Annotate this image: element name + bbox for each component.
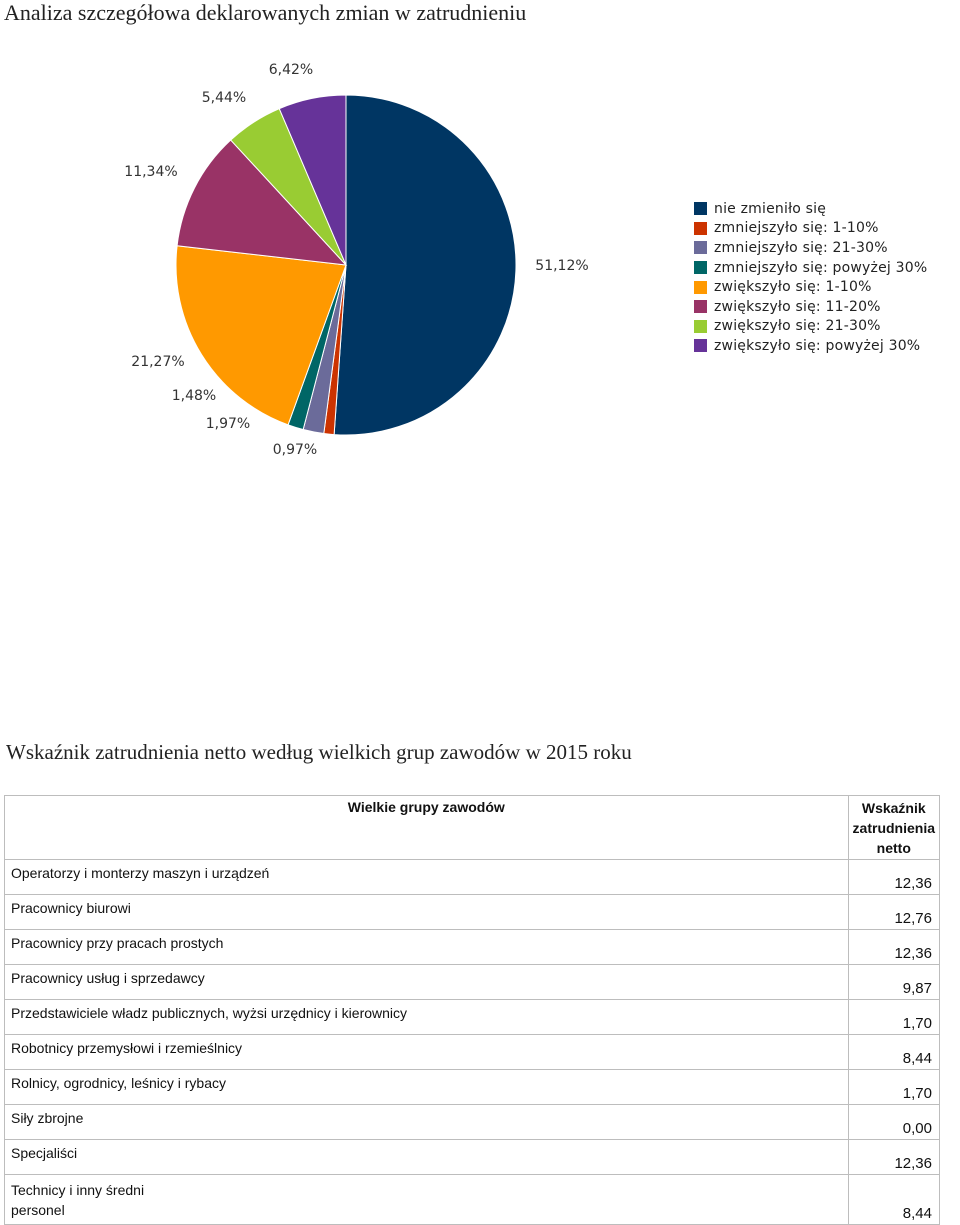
net-employment-index-cell: 12,76	[847, 894, 941, 930]
net-employment-index-cell: 1,70	[847, 1069, 941, 1105]
occupation-group-cell: Operatorzy i monterzy maszyn i urządzeń	[4, 859, 849, 895]
legend-label: zmniejszyło się: 21-30%	[714, 239, 888, 256]
occupation-group-cell: Pracownicy usług i sprzedawcy	[4, 964, 849, 1000]
page-title: Analiza szczegółowa deklarowanych zmian …	[4, 0, 527, 25]
net-employment-index-cell: 12,36	[847, 1139, 941, 1175]
occupation-group-cell: Przedstawiciele władz publicznych, wyżsi…	[4, 999, 849, 1035]
legend-label: zwiększyło się: powyżej 30%	[714, 337, 921, 354]
legend-swatch	[694, 339, 707, 353]
legend-swatch	[694, 261, 707, 275]
legend-label: zmniejszyło się: 1-10%	[714, 220, 879, 237]
legend-item-5: zwiększyło się: 11-20%	[694, 297, 927, 317]
net-employment-index-cell: 8,44	[847, 1174, 941, 1225]
legend-label: nie zmieniło się	[714, 200, 827, 217]
pie-slice-label-1: 0,97%	[273, 442, 317, 458]
chart-legend: nie zmieniło się zmniejszyło się: 1-10% zm…	[694, 199, 927, 356]
legend-item-4: zwiększyło się: 1-10%	[694, 277, 927, 297]
legend-swatch	[694, 300, 707, 314]
pie-slice-4	[175, 245, 347, 426]
net-employment-index-cell: 1,70	[847, 999, 941, 1035]
header-occupation-groups: Wielkie grupy zawodów	[4, 795, 849, 860]
pie-slice-5	[176, 139, 348, 266]
pie-slice-label-4: 21,27%	[131, 354, 184, 370]
occupation-group-cell: Rolnicy, ogrodnicy, leśnicy i rybacy	[4, 1069, 849, 1105]
pie-chart: 51,12% 0,97% 1,97% 1,48% 21,27% 11,34% 5,44% 6,…	[124, 62, 588, 458]
table-row: Specjaliści 12,36	[4, 1139, 941, 1175]
legend-item-6: zwiększyło się: 21-30%	[694, 317, 927, 337]
pie-slice-label-5: 11,34%	[124, 164, 177, 180]
legend-label: zwiększyło się: 1-10%	[714, 279, 872, 296]
legend-item-1: zmniejszyło się: 1-10%	[694, 219, 927, 239]
legend-label: zwiększyło się: 11-20%	[714, 298, 881, 315]
table-row: Operatorzy i monterzy maszyn i urządzeń 1…	[4, 859, 941, 895]
net-employment-index-cell: 9,87	[847, 964, 941, 1000]
legend-swatch	[694, 319, 707, 333]
pie-slice-label-7: 6,42%	[269, 62, 313, 78]
occupation-group-cell: Specjaliści	[4, 1139, 849, 1175]
legend-item-0: nie zmieniło się	[694, 199, 927, 219]
legend-swatch	[694, 241, 707, 255]
table-row: Pracownicy przy pracach prostych 12,36	[4, 929, 941, 965]
pie-slice-7	[278, 94, 347, 266]
legend-label: zmniejszyło się: powyżej 30%	[714, 259, 928, 276]
occupation-group-cell: Pracownicy biurowi	[4, 894, 849, 930]
employment-table: Wielkie grupy zawodów Wskaźnik zatrudnie…	[4, 795, 941, 1225]
occupation-group-cell: Pracownicy przy pracach prostych	[4, 929, 849, 965]
occupation-group-cell: Robotnicy przemysłowi i rzemieślnicy	[4, 1034, 849, 1070]
legend-item-7: zwiększyło się: powyżej 30%	[694, 336, 927, 356]
legend-swatch	[694, 202, 707, 216]
table-row: Technicy i inny średni personel 8,44	[4, 1174, 941, 1225]
net-employment-index-cell: 12,36	[847, 859, 941, 895]
pie-slice-label-0: 51,12%	[535, 258, 588, 274]
net-employment-index-cell: 12,36	[847, 929, 941, 965]
net-employment-index-cell: 8,44	[847, 1034, 941, 1070]
table-row: Rolnicy, ogrodnicy, leśnicy i rybacy 1,70	[4, 1069, 941, 1105]
table-row: Pracownicy biurowi 12,76	[4, 894, 941, 930]
table-title: Wskaźnik zatrudnienia netto według wielk…	[6, 740, 632, 764]
legend-swatch	[694, 221, 707, 235]
net-employment-index-cell: 0,00	[847, 1104, 941, 1140]
pie-slice-label-3: 1,48%	[172, 388, 216, 404]
table-row: Pracownicy usług i sprzedawcy 9,87	[4, 964, 941, 1000]
pie-slice-0	[333, 94, 517, 436]
header-net-employment-index: Wskaźnik zatrudnienia netto	[847, 795, 941, 860]
table-row: Przedstawiciele władz publicznych, wyżsi…	[4, 999, 941, 1035]
legend-item-2: zmniejszyło się: 21-30%	[694, 238, 927, 258]
pie-slice-label-6: 5,44%	[202, 90, 246, 106]
legend-label: zwiększyło się: 21-30%	[714, 318, 881, 335]
legend-item-3: zmniejszyło się: powyżej 30%	[694, 258, 927, 278]
pie-slice-label-2: 1,97%	[206, 416, 250, 432]
table-row: Siły zbrojne 0,00	[4, 1104, 941, 1140]
occupation-group-cell: Technicy i inny średni personel	[4, 1174, 849, 1225]
occupation-group-cell: Siły zbrojne	[4, 1104, 849, 1140]
table-row: Robotnicy przemysłowi i rzemieślnicy 8,44	[4, 1034, 941, 1070]
legend-swatch	[694, 280, 707, 294]
